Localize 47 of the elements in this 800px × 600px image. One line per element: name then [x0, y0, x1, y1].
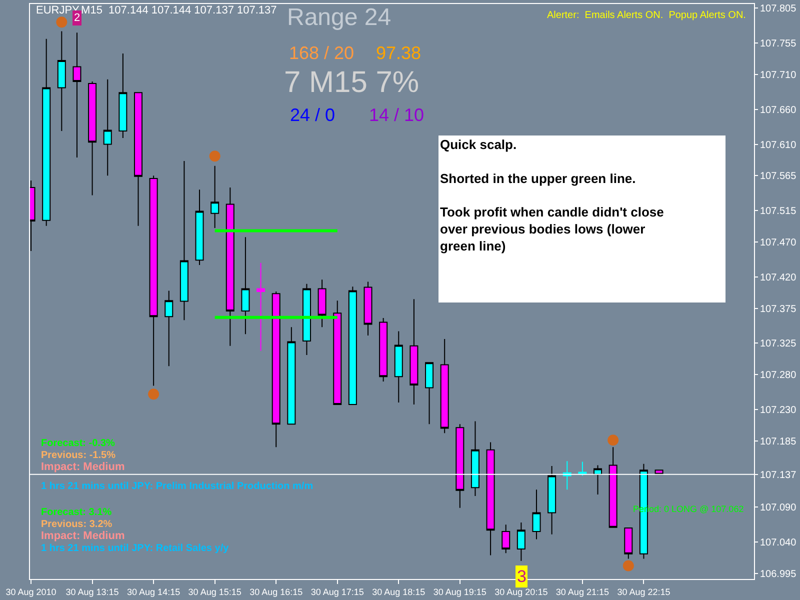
x-tick-label: 30 Aug 13:15 — [66, 586, 119, 597]
y-tick-label: 107.230 — [760, 404, 797, 416]
y-tick-label: 107.090 — [760, 502, 797, 514]
y-tick-label: 107.375 — [760, 304, 797, 315]
x-tick-label: 30 Aug 20:15 — [494, 586, 548, 597]
y-tick-label: 107.470 — [760, 237, 797, 248]
y-tick-label: 107.185 — [760, 436, 797, 448]
y-tick-label: 107.420 — [760, 272, 797, 284]
annotation: Previous: -1.5% — [41, 450, 116, 461]
y-tick-label: 107.280 — [760, 370, 797, 382]
x-tick-label: 30 Aug 22:15 — [617, 586, 670, 597]
x-tick-label: 30 Aug 17:15 — [310, 586, 364, 597]
y-tick-label: 106.995 — [760, 568, 797, 580]
annotation: 3 — [517, 567, 526, 586]
y-tick-label: 107.660 — [760, 104, 797, 116]
x-tick-label: 30 Aug 21:15 — [556, 586, 609, 597]
y-tick-label: 107.137 — [760, 470, 797, 481]
y-tick-label: 107.710 — [760, 70, 797, 81]
x-tick-label: 30 Aug 15:15 — [188, 586, 242, 597]
y-tick-label: 107.040 — [760, 538, 797, 549]
annotation: 1 hrs 21 mins until JPY: Retail Sales y/y — [41, 543, 230, 554]
y-tick-label: 107.805 — [760, 4, 797, 15]
annotation: Forecast: 3.1% — [41, 507, 112, 518]
y-tick-label: 107.515 — [760, 206, 797, 218]
x-tick-label: 30 Aug 18:15 — [372, 586, 426, 597]
annotation: 7 M15 7% — [284, 66, 420, 99]
annotation: 168 / 20 — [289, 43, 354, 63]
x-tick-label: 30 Aug 19:15 — [433, 586, 486, 597]
annotation: Forecast: -0.3% — [41, 438, 116, 449]
y-tick-label: 107.610 — [760, 140, 797, 151]
annotation: 97.38 — [376, 43, 422, 63]
annotation: 1 hrs 21 mins until JPY: Prelim Industrial Production m/m — [41, 481, 314, 492]
annotation: Range 24 — [287, 4, 392, 31]
text: Quick scalp. Shorted in the upper green line. Took profit when candle didn't close over previous bodies lows (lower green line) — [440, 137, 664, 254]
y-tick-label: 107.325 — [760, 338, 797, 350]
x-tick-label: 30 Aug 16:15 — [250, 586, 303, 597]
annotation: Alerter: Emails Alerts ON. Popup Alerts ON. — [547, 10, 746, 21]
annotation: 24 / 0 — [290, 105, 336, 125]
y-tick-label: 107.565 — [760, 171, 797, 182]
annotation: Previous: 3.2% — [41, 519, 112, 530]
annotation: 2 — [74, 12, 80, 24]
x-tick-label: 30 Aug 14:15 — [127, 586, 180, 597]
y-tick-label: 107.755 — [760, 38, 797, 50]
x-tick-label: 30 Aug 2010 — [6, 586, 56, 597]
annotation: Impact: Medium — [41, 461, 125, 473]
annotation: Impact: Medium — [41, 530, 125, 542]
annotation: 14 / 10 — [369, 105, 424, 125]
